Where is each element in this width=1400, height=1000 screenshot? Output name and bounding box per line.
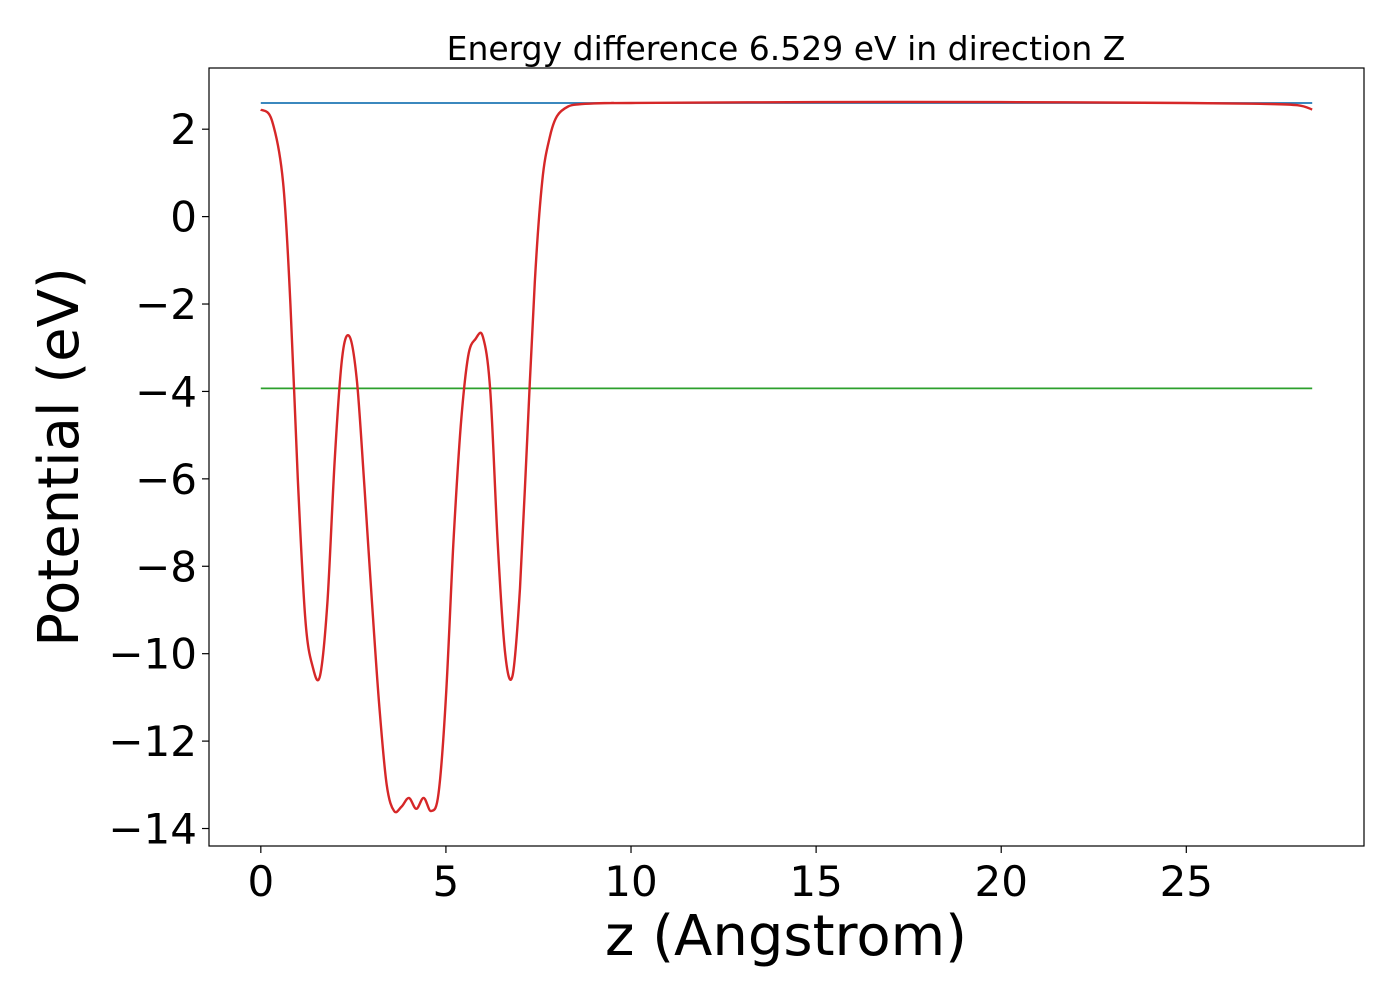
y-tick-label: −2 [135,280,197,329]
y-tick-label: −10 [108,630,197,679]
y-tick-label: −6 [135,455,197,504]
y-tick-label: −4 [135,367,197,416]
x-tick-label: 5 [433,857,460,906]
y-tick-label: −12 [108,717,197,766]
y-tick-label: 0 [170,193,197,242]
x-tick-label: 25 [1160,857,1213,906]
x-axis-label: z (Angstrom) [605,904,967,969]
x-tick-label: 10 [604,857,657,906]
axes-frame [208,67,1365,847]
x-tick-label: 20 [974,857,1027,906]
y-tick-label: 2 [170,105,197,154]
x-tick-label: 0 [247,857,274,906]
series-line-2 [259,100,1313,814]
plot-area [259,100,1313,814]
y-tick-label: −14 [108,805,197,854]
chart-title: Energy difference 6.529 eV in direction … [447,29,1126,68]
y-tick-label: −8 [135,542,197,591]
x-tick-label: 15 [789,857,842,906]
y-axis-label: Potential (eV) [27,267,92,647]
